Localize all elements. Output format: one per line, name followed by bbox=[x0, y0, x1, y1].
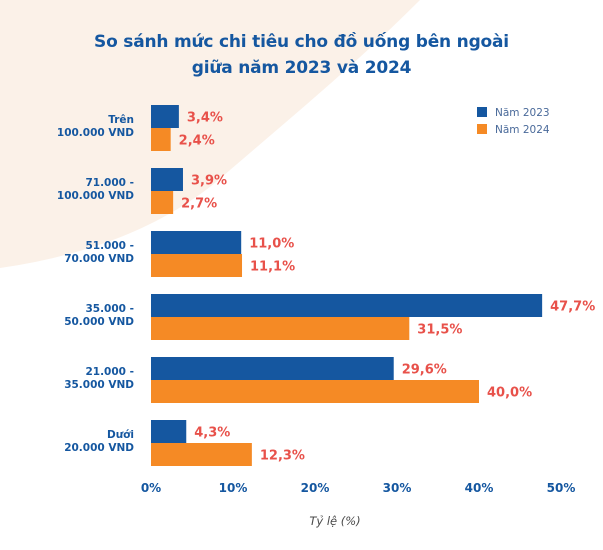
data-label: 3,4% bbox=[187, 111, 223, 126]
bar-2024 bbox=[151, 254, 243, 277]
bar-2023 bbox=[151, 168, 183, 191]
x-tick-label: 40% bbox=[465, 481, 494, 495]
category-label: 50.000 VND bbox=[64, 316, 134, 328]
bar-2023 bbox=[151, 105, 179, 128]
chart-title-line-2: giữa năm 2023 và 2024 bbox=[191, 58, 412, 78]
x-axis-title: Tỷ lệ (%) bbox=[309, 514, 360, 528]
background-blob bbox=[0, 0, 420, 268]
legend-label: Năm 2024 bbox=[495, 124, 550, 136]
data-label: 40,0% bbox=[487, 386, 532, 401]
data-label: 29,6% bbox=[402, 363, 447, 378]
data-label: 4,3% bbox=[194, 426, 230, 441]
category-label: 35.000 - bbox=[85, 303, 134, 315]
data-label: 2,7% bbox=[181, 197, 217, 212]
bar-2024 bbox=[151, 128, 171, 151]
data-label: 47,7% bbox=[550, 300, 595, 315]
category-label: 21.000 - bbox=[85, 366, 134, 378]
bar-2024 bbox=[151, 443, 252, 466]
bar-2024 bbox=[151, 380, 479, 403]
bar-2023 bbox=[151, 231, 242, 254]
bar-2023 bbox=[151, 294, 543, 317]
x-tick-label: 30% bbox=[383, 481, 412, 495]
data-label: 11,1% bbox=[250, 260, 295, 275]
legend-swatch bbox=[477, 124, 487, 134]
category-label: 100.000 VND bbox=[57, 190, 134, 202]
category-label: 70.000 VND bbox=[64, 253, 134, 265]
data-label: 31,5% bbox=[417, 323, 462, 338]
category-label: 51.000 - bbox=[85, 240, 134, 252]
bar-2023 bbox=[151, 357, 394, 380]
legend-swatch bbox=[477, 107, 487, 117]
category-label: Dưới bbox=[107, 429, 134, 441]
bar-2024 bbox=[151, 191, 174, 214]
category-label: 100.000 VND bbox=[57, 127, 134, 139]
chart-title-line-1: So sánh mức chi tiêu cho đồ uống bên ngo… bbox=[94, 32, 509, 52]
category-label: 35.000 VND bbox=[64, 379, 134, 391]
category-label: 71.000 - bbox=[85, 177, 134, 189]
data-label: 2,4% bbox=[179, 134, 215, 149]
legend-label: Năm 2023 bbox=[495, 107, 550, 119]
bar-2024 bbox=[151, 317, 410, 340]
x-tick-label: 20% bbox=[301, 481, 330, 495]
category-label: Trên bbox=[108, 114, 134, 126]
x-tick-label: 10% bbox=[219, 481, 248, 495]
category-label: 20.000 VND bbox=[64, 442, 134, 454]
data-label: 3,9% bbox=[191, 174, 227, 189]
data-label: 11,0% bbox=[249, 237, 294, 252]
data-label: 12,3% bbox=[260, 449, 305, 464]
x-tick-label: 50% bbox=[547, 481, 576, 495]
x-tick-label: 0% bbox=[141, 481, 161, 495]
bar-2023 bbox=[151, 420, 187, 443]
